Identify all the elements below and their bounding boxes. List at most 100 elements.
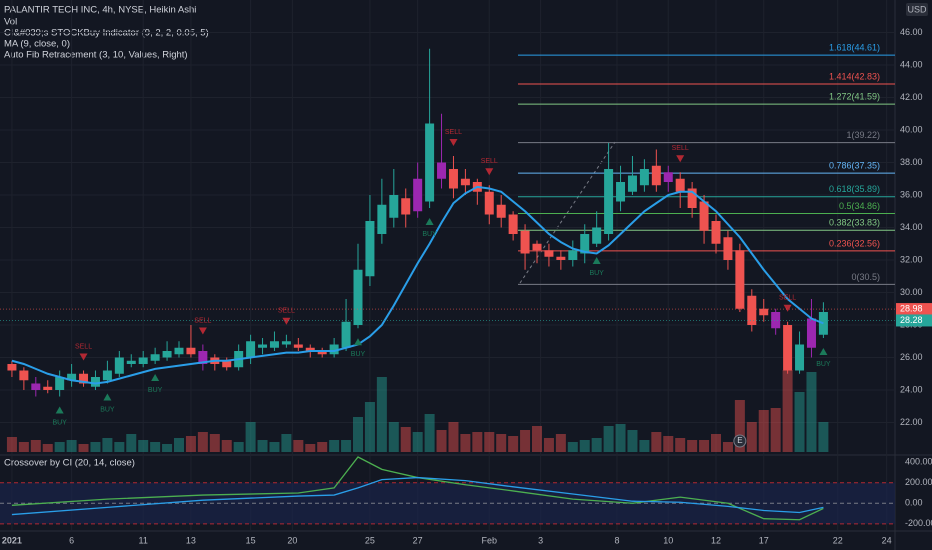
volume-bar	[496, 434, 507, 452]
volume-bar	[424, 414, 435, 452]
candle-body	[711, 221, 721, 244]
currency: USD	[907, 4, 927, 14]
volume-bar	[114, 442, 125, 452]
candle-body	[544, 250, 554, 257]
buy-label: BUY	[351, 351, 366, 358]
fib-label: 0.236(32.56)	[829, 238, 880, 248]
sell-label: SELL	[278, 308, 295, 315]
volume-bar	[722, 442, 733, 452]
volume-bar	[770, 408, 781, 452]
volume-bar	[472, 432, 483, 452]
fib-label: 0.786(37.35)	[829, 160, 880, 170]
y-tick-label: 26.00	[900, 352, 923, 362]
earnings-label: E	[737, 436, 742, 445]
x-tick-label: 17	[759, 535, 769, 545]
candle-body	[293, 344, 303, 348]
volume-bar	[126, 434, 137, 452]
volume-bar	[376, 377, 387, 452]
volume-bar	[448, 422, 459, 452]
volume-bar	[329, 440, 340, 452]
candle-body	[675, 178, 685, 192]
volume-bar	[532, 426, 542, 452]
x-tick-label: 11	[139, 535, 148, 545]
volume-bar	[508, 436, 519, 452]
sell-label: SELL	[75, 343, 92, 350]
ma-line	[11, 185, 824, 385]
candle-body	[198, 351, 208, 364]
fib-label: 0.618(35.89)	[829, 184, 880, 194]
candle-body	[771, 312, 781, 329]
legend-line: MA (9, close, 0)	[4, 39, 70, 50]
volume-bar	[400, 427, 411, 452]
volume-bar	[520, 430, 531, 452]
volume-bar	[30, 440, 41, 452]
fib-label: 1(39.22)	[846, 130, 880, 140]
indicator-tick-label: 0.00	[905, 498, 923, 508]
currency-badge	[906, 3, 928, 16]
fib-label: 0.382(33.83)	[829, 218, 880, 228]
indicator-tick-label: -200.00	[905, 518, 932, 528]
candle-body	[604, 169, 614, 234]
price-tag-label: 28.98	[900, 303, 923, 313]
candle-body	[222, 360, 232, 368]
volume-bar	[675, 438, 686, 452]
candle-body	[699, 201, 709, 231]
volume-bar	[221, 440, 232, 452]
candle-body	[437, 162, 447, 179]
buy-marker	[103, 393, 112, 401]
candle-body	[448, 169, 458, 189]
volume-bar	[782, 370, 793, 452]
x-tick-label: 12	[711, 535, 721, 545]
volume-bar	[711, 434, 721, 452]
y-tick-label: 46.00	[900, 27, 923, 37]
volume-bar	[54, 442, 65, 452]
x-tick-label: 2021	[2, 535, 22, 545]
volume-bar	[436, 430, 447, 452]
candle-body	[425, 123, 435, 202]
volume-bar	[388, 422, 399, 452]
buy-marker	[151, 374, 160, 381]
y-tick-label: 42.00	[900, 92, 923, 102]
candle-body	[556, 256, 566, 260]
y-tick-label: 22.00	[900, 417, 923, 427]
candle-body	[31, 383, 41, 390]
price-tag	[896, 303, 932, 316]
fib-label: 1.618(44.61)	[829, 42, 880, 52]
buy-marker	[592, 257, 601, 264]
candle-body	[651, 165, 661, 186]
candle-body	[43, 386, 53, 390]
y-tick-label: 40.00	[900, 124, 923, 134]
volume-bar	[18, 442, 29, 452]
fib-label: 0(30.5)	[851, 272, 880, 282]
volume-bar	[639, 440, 650, 452]
fib-label: 0.5(34.86)	[839, 201, 880, 211]
candle-body	[413, 178, 423, 212]
volume-bar	[293, 440, 304, 452]
candle-body	[114, 357, 124, 374]
x-tick-label: Feb	[482, 535, 498, 545]
volume-bar	[460, 434, 471, 452]
volume-bar	[305, 444, 316, 452]
candle-body	[568, 250, 578, 260]
volume-bar	[818, 422, 829, 452]
volume-bar	[603, 426, 614, 452]
volume-bar	[197, 432, 208, 452]
volume-bar	[687, 440, 698, 452]
volume-bar	[90, 442, 101, 452]
candle-body	[162, 351, 172, 358]
x-tick-label: 25	[365, 535, 375, 545]
candle-body	[627, 175, 637, 192]
y-tick-label: 34.00	[900, 222, 923, 232]
candle-body	[365, 221, 375, 277]
candle-body	[389, 195, 399, 218]
x-tick-label: 27	[413, 535, 423, 545]
legend-line: Vol	[4, 17, 17, 28]
candle-body	[317, 351, 327, 355]
volume-bar	[341, 440, 352, 452]
candle-body	[639, 169, 649, 186]
candle-body	[496, 204, 506, 218]
candle-body	[138, 357, 148, 364]
volume-bar	[209, 434, 220, 452]
buy-label: BUY	[816, 361, 831, 368]
volume-bar	[185, 436, 196, 452]
